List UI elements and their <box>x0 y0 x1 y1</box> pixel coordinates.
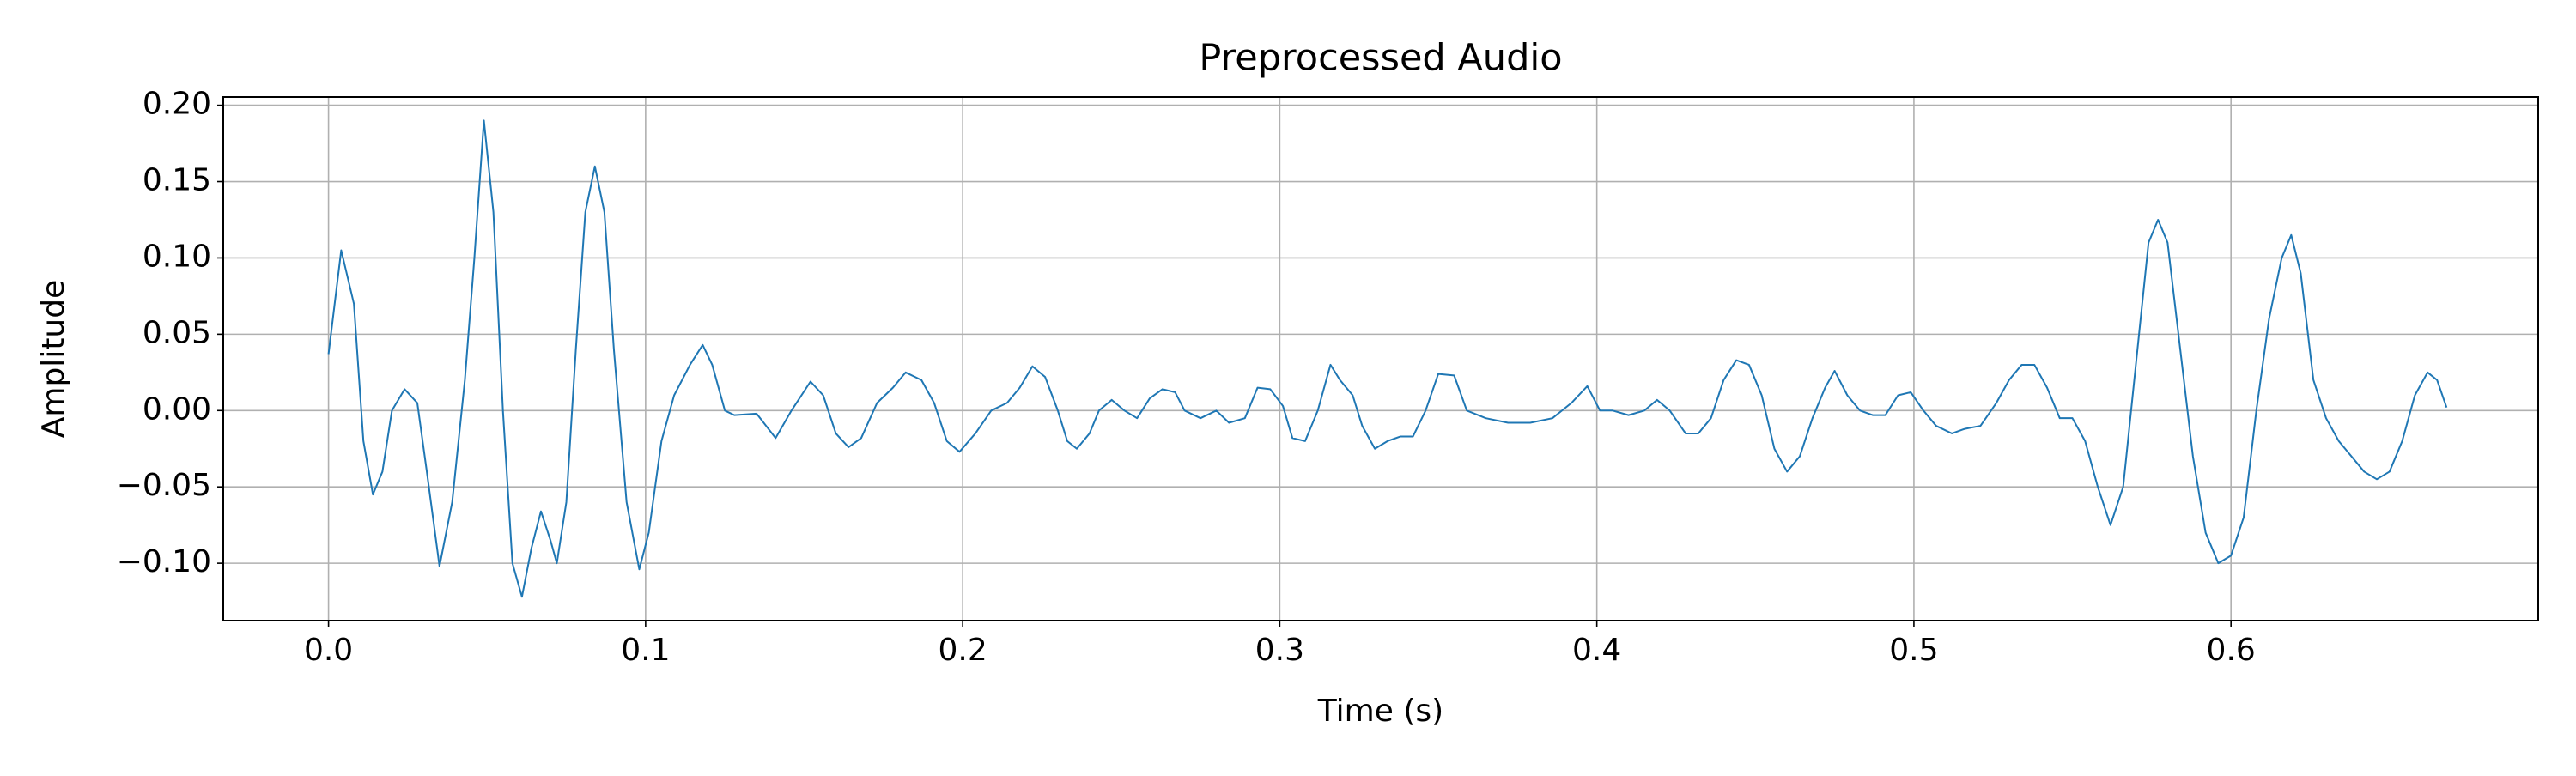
y-tick-label: 0.00 <box>143 391 211 427</box>
y-tick-label: −0.10 <box>117 544 211 579</box>
x-tick-label: 0.1 <box>621 633 670 668</box>
y-tick-label: 0.20 <box>143 87 211 122</box>
y-tick-label: 0.15 <box>143 163 211 198</box>
x-tick-label: 0.0 <box>304 633 353 668</box>
x-tick-label: 0.6 <box>2207 633 2256 668</box>
y-tick-label: −0.05 <box>117 468 211 503</box>
waveform-line <box>327 119 2448 598</box>
x-tick-label: 0.2 <box>938 633 987 668</box>
y-axis-label: Amplitude <box>36 280 71 438</box>
plot-frame <box>222 96 2539 621</box>
x-tick-label: 0.4 <box>1572 633 1621 668</box>
y-tick-label: 0.10 <box>143 239 211 274</box>
x-axis-label: Time (s) <box>1317 694 1443 729</box>
x-tick-label: 0.5 <box>1889 633 1938 668</box>
chart-title: Preprocessed Audio <box>1199 37 1562 80</box>
x-tick-label: 0.3 <box>1255 633 1304 668</box>
y-tick-label: 0.05 <box>143 315 211 350</box>
